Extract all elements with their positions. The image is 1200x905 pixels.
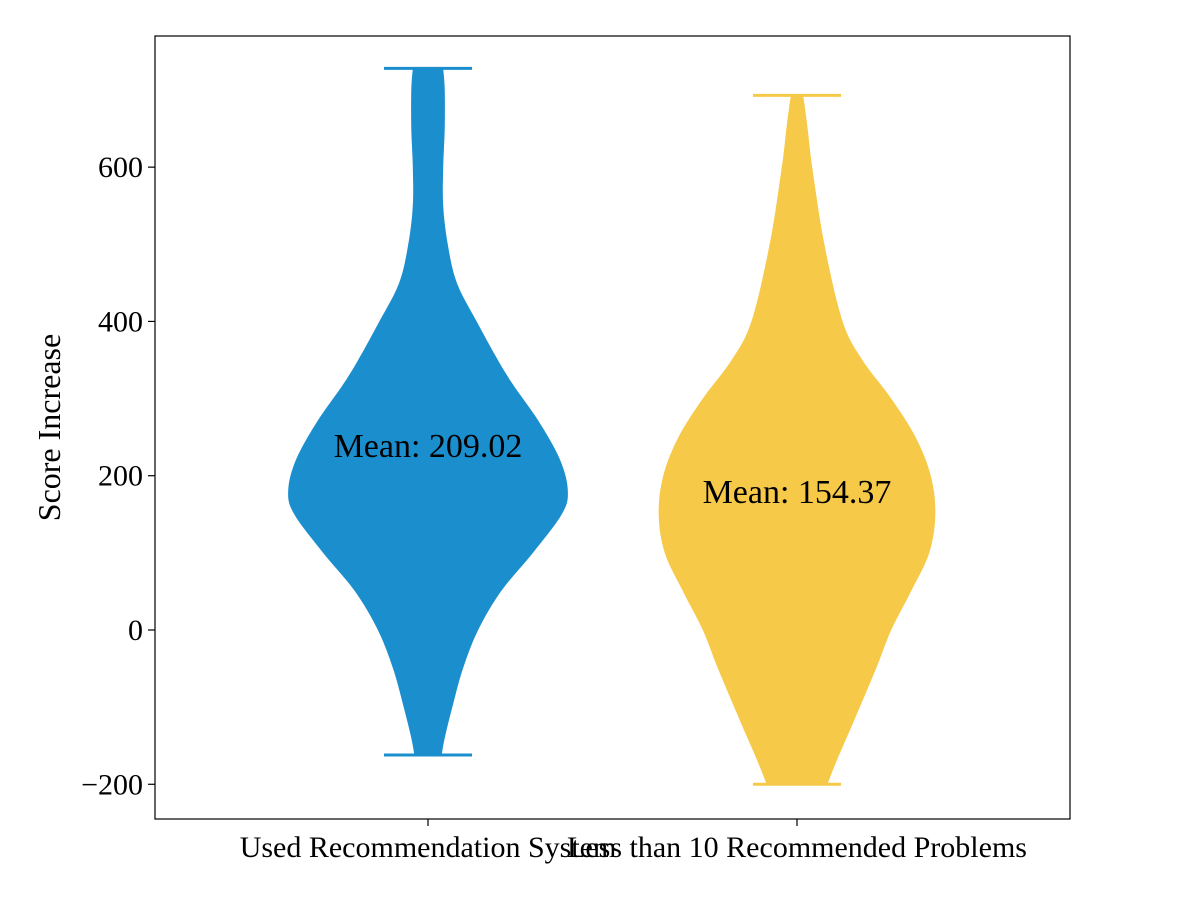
y-tick-label: 600 [98,151,143,184]
x-tick-label: Less than 10 Recommended Problems [567,831,1027,864]
mean-label-1: Mean: 209.02 [334,428,523,465]
violins: Mean: 209.02 Mean: 154.37 [288,66,936,786]
plot-frame [154,35,1071,820]
x-tick-label: Used Recommendation System [240,831,617,864]
violin-body-1 [288,68,568,755]
y-tick-label: 0 [128,614,143,647]
y-tick-label: −200 [81,768,143,801]
mean-label-2: Mean: 154.37 [703,474,892,511]
violin-body-2 [658,95,936,785]
y-tick-label: 400 [98,305,143,338]
y-axis-label: Score Increase [31,334,67,521]
y-axis-ticks: −200 0 200 400 600 [81,151,155,801]
y-tick-label: 200 [98,460,143,493]
